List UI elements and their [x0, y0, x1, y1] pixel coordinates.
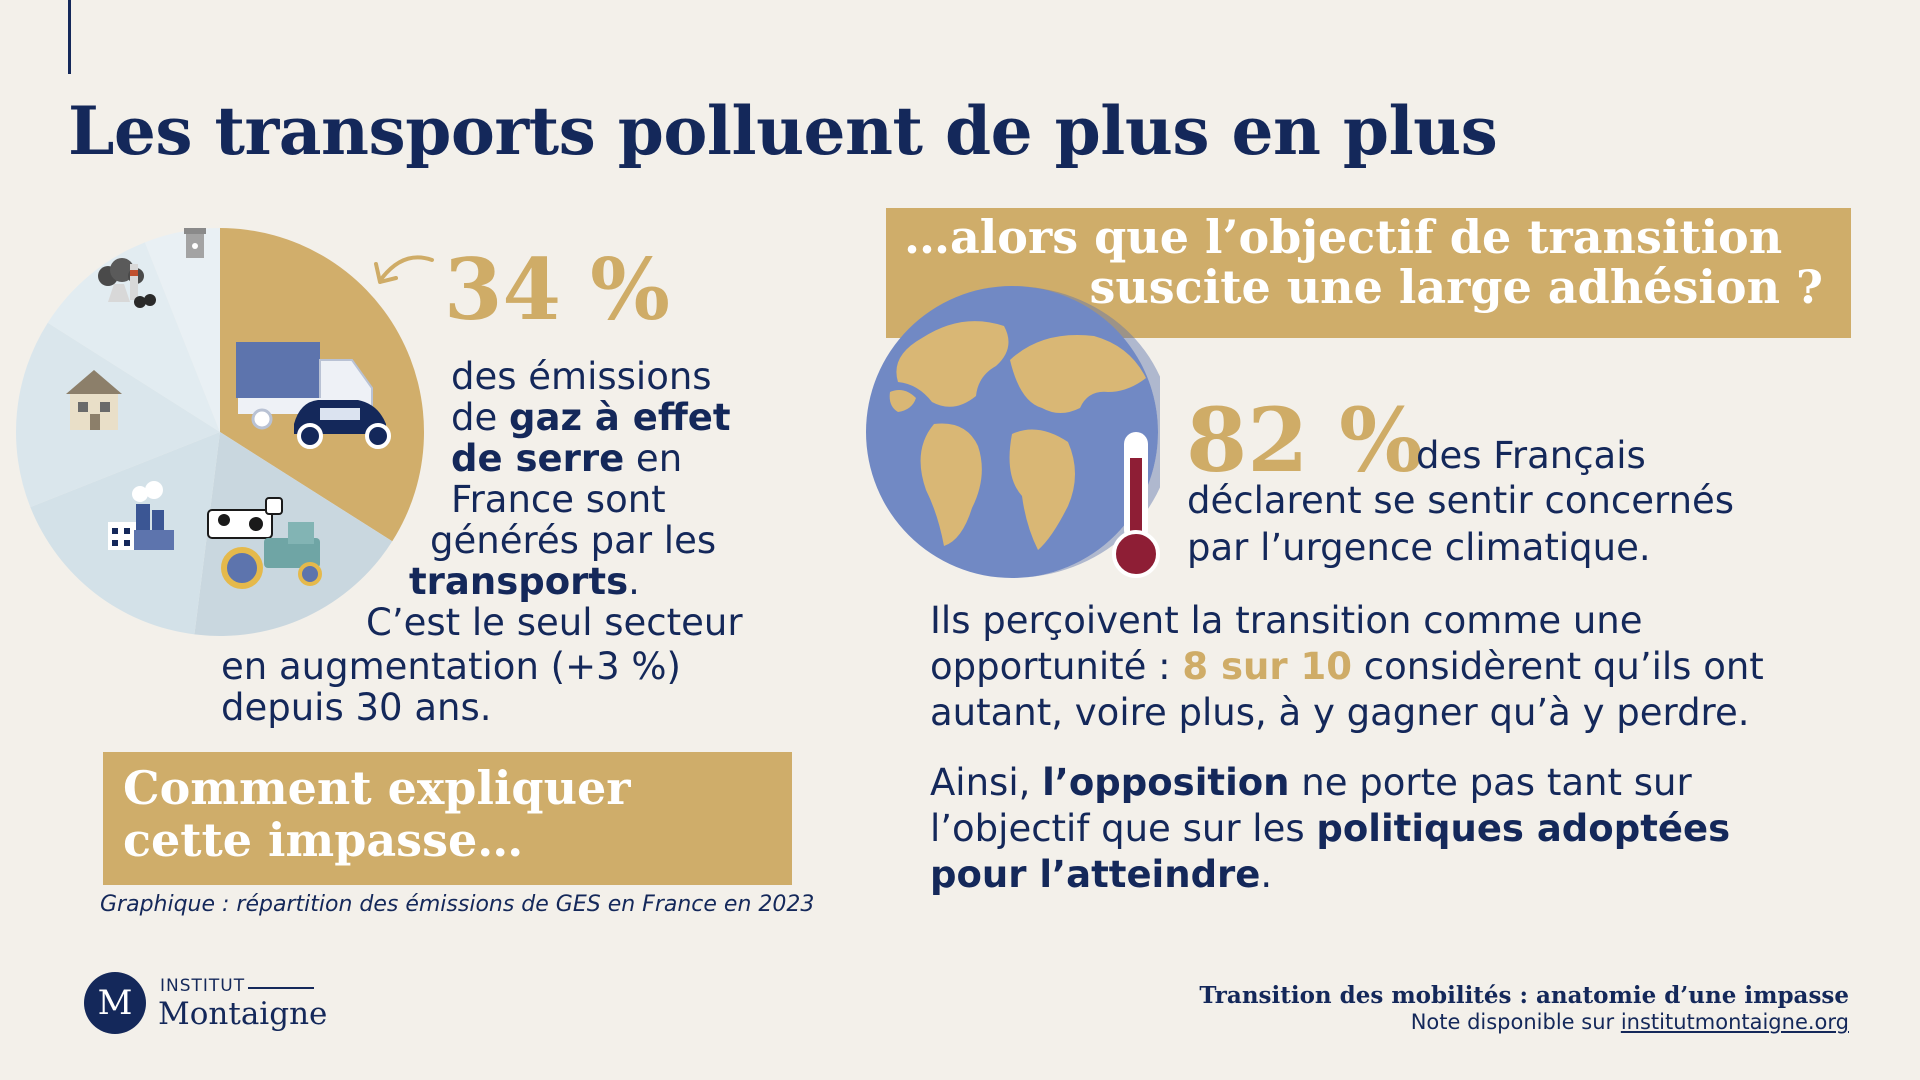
opposition-paragraph: Ainsi, l’opposition ne porte pas tant su…	[930, 760, 1730, 898]
left-bold-span: gaz à effet	[509, 396, 731, 439]
paragraph-bold: politiques adoptées	[1316, 807, 1731, 850]
page-title: Les transports polluent de plus en plus	[68, 92, 1498, 170]
left-text-span: en	[624, 437, 683, 480]
question-box-line: cette impasse…	[123, 813, 524, 867]
paragraph-span: ne porte pas tant sur	[1289, 761, 1692, 804]
left-text-line: depuis 30 ans.	[221, 687, 492, 728]
logo-institut-label: INSTITUT	[160, 976, 246, 996]
curved-arrow-icon	[374, 255, 434, 284]
footer-note-text: Note disponible sur	[1410, 1010, 1621, 1034]
left-text-line: de gaz à effet	[451, 397, 731, 438]
left-text-span: de	[451, 396, 510, 439]
left-text-span: C’est le seul secteur	[366, 601, 743, 644]
house-icon	[66, 370, 122, 430]
stat-text-line: des Français	[1416, 434, 1646, 477]
left-text-line: des émissions	[451, 356, 712, 397]
paragraph-line: Ainsi, l’opposition ne porte pas tant su…	[930, 760, 1730, 806]
left-text-line: de serre en	[451, 438, 682, 479]
left-text-span: .	[628, 560, 640, 603]
ghg-pie-chart	[15, 228, 424, 636]
question-box-left: Comment expliquer cette impasse…	[103, 752, 792, 885]
pie-slice-déchets	[144, 228, 220, 432]
institut-montaigne-logo: M	[84, 972, 146, 1034]
paragraph-line: pour l’atteindre.	[930, 852, 1730, 898]
paragraph-bold: l’opposition	[1042, 761, 1290, 804]
question-box-line: suscite une large adhésion ?	[1089, 260, 1823, 314]
left-text-line: générés par les	[430, 520, 716, 561]
paragraph-span: opportunité :	[930, 645, 1183, 688]
logo-divider	[248, 987, 314, 989]
left-text-span: France sont	[451, 478, 666, 521]
highlight-8-sur-10: 8 sur 10	[1182, 645, 1353, 688]
left-text-line: en augmentation (+3 %)	[221, 646, 681, 687]
cow-tractor-icon	[207, 497, 322, 589]
concern-percent: 82 %	[1186, 388, 1423, 492]
paragraph-span: considèrent qu’ils ont	[1352, 645, 1764, 688]
opportunity-paragraph: Ils perçoivent la transition comme une o…	[930, 598, 1764, 736]
question-box-line: Comment expliquer	[123, 761, 631, 815]
paragraph-line: Ils perçoivent la transition comme une	[930, 599, 1643, 642]
transport-share-percent: 34 %	[444, 240, 670, 339]
paragraph-line: l’objectif que sur les politiques adopté…	[930, 806, 1730, 852]
chart-caption: Graphique : répartition des émissions de…	[100, 892, 815, 917]
left-text-line: C’est le seul secteur	[366, 602, 743, 643]
truck-car-icon	[236, 342, 391, 449]
left-text-span: générés par les	[430, 519, 717, 562]
logo-montaigne-label: Montaigne	[158, 996, 328, 1032]
paragraph-bold: pour l’atteindre	[930, 853, 1261, 896]
footer-link[interactable]: institutmontaigne.org	[1620, 1010, 1849, 1034]
paragraph-line: opportunité : 8 sur 10 considèrent qu’il…	[930, 644, 1764, 690]
stat-text-line: par l’urgence climatique.	[1187, 526, 1651, 569]
footer-title: Transition des mobilités : anatomie d’un…	[1199, 982, 1849, 1009]
question-box-line: …alors que l’objectif de transition	[904, 210, 1783, 264]
paragraph-span: .	[1260, 853, 1273, 896]
globe-thermometer-icon	[866, 286, 1160, 578]
left-text-span: depuis 30 ans.	[221, 686, 492, 729]
left-bold-span: transports	[409, 560, 629, 603]
left-text-line: transports.	[409, 561, 640, 602]
top-accent-bar	[68, 0, 71, 74]
left-text-span: en augmentation (+3 %)	[221, 645, 681, 688]
footer-note: Note disponible sur institutmontaigne.or…	[1411, 1010, 1849, 1034]
left-text-span: des émissions	[451, 355, 712, 398]
power-plant-icon	[98, 258, 156, 308]
paragraph-span: l’objectif que sur les	[930, 807, 1317, 850]
left-text-line: France sont	[451, 479, 666, 520]
paragraph-line: autant, voire plus, à y gagner qu’à y pe…	[930, 691, 1750, 734]
paragraph-span: Ainsi,	[930, 761, 1043, 804]
stat-text-line: déclarent se sentir concernés	[1187, 479, 1735, 522]
question-box-right: …alors que l’objectif de transition susc…	[886, 208, 1851, 338]
left-bold-span: de serre	[451, 437, 625, 480]
factory-icon	[108, 481, 174, 550]
pie-slice-énergie	[47, 242, 220, 432]
trash-bin-icon	[184, 228, 206, 258]
